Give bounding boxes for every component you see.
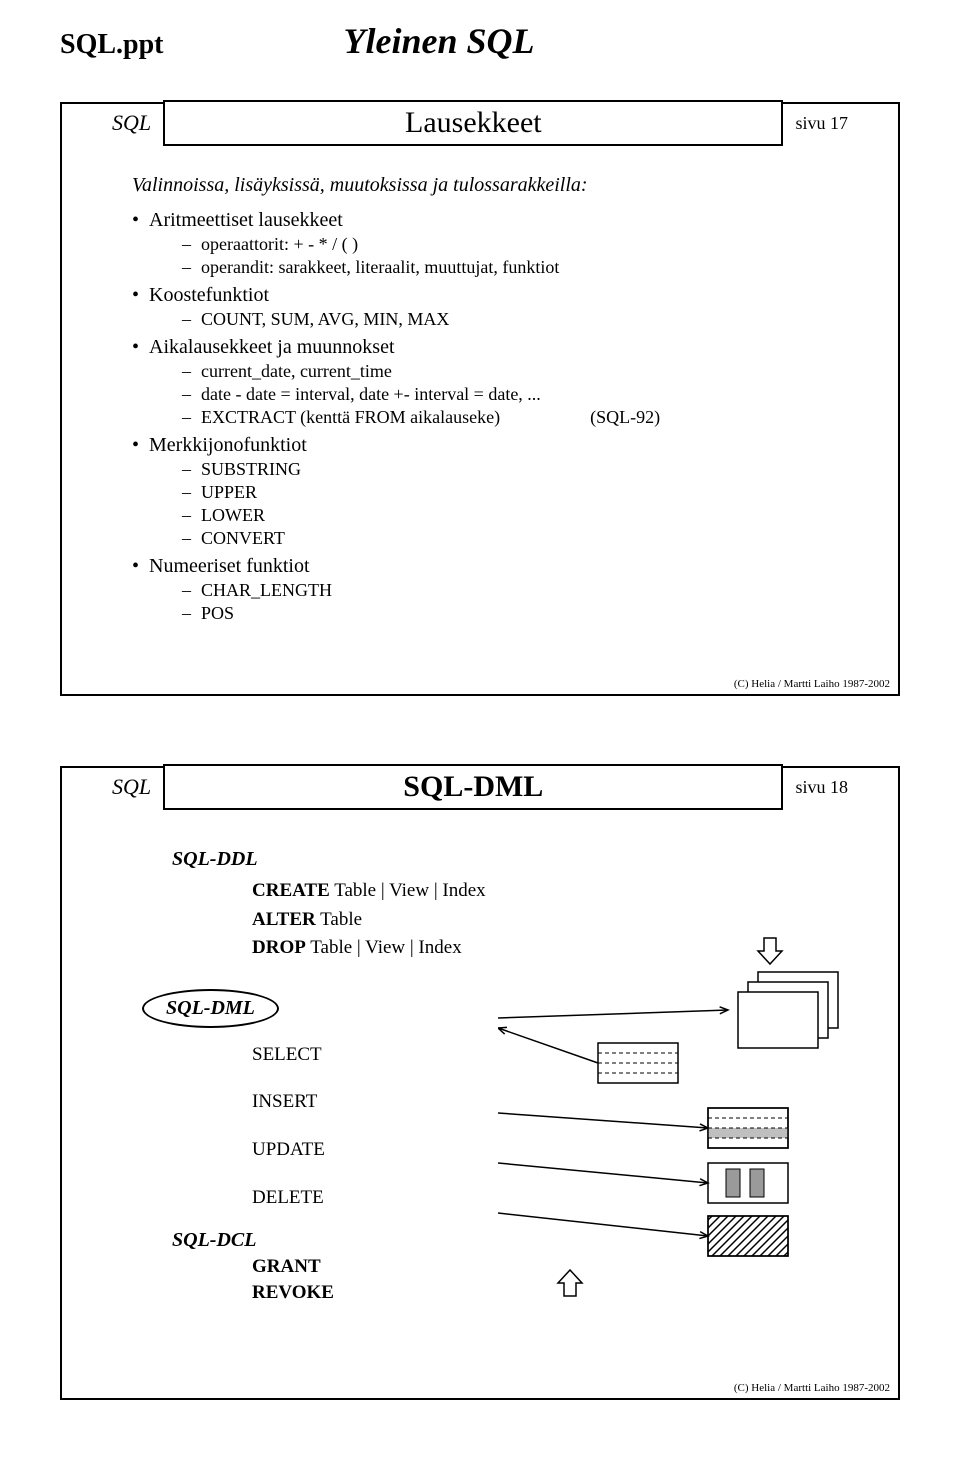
- dml-oval: SQL-DML: [142, 989, 279, 1028]
- sub-pos: POS: [182, 603, 848, 624]
- sub-extract: EXCTRACT (kenttä FROM aikalauseke)(SQL-9…: [182, 407, 848, 428]
- sub-lower: LOWER: [182, 505, 848, 526]
- slide-18-sql-label: SQL: [112, 774, 151, 800]
- slide-17-bullets: Aritmeettiset lausekkeet operaattorit: +…: [132, 209, 848, 624]
- ddl-alter-rest: Table: [316, 909, 362, 930]
- slide-18-copyright: (C) Helia / Martti Laiho 1987-2002: [734, 1382, 890, 1394]
- header-left: SQL.ppt: [60, 29, 164, 61]
- slide-17-intro: Valinnoissa, lisäyksissä, muutoksissa ja…: [132, 174, 848, 197]
- slide-18-diagram: [498, 918, 848, 1348]
- bullet-arithmetic: Aritmeettiset lausekkeet operaattorit: +…: [132, 209, 848, 278]
- slide-17-title-row: SQL Lausekkeet sivu 17: [112, 100, 848, 146]
- slide-18-title-row: SQL SQL-DML sivu 18: [112, 764, 848, 810]
- ddl-drop: DROP: [252, 937, 306, 958]
- slide-17: SQL Lausekkeet sivu 17 Valinnoissa, lisä…: [60, 102, 900, 696]
- sub-interval: date - date = interval, date +- interval…: [182, 384, 848, 405]
- ddl-create: CREATE: [252, 880, 330, 901]
- slide-18-title: SQL-DML: [163, 764, 783, 810]
- sub-operators: operaattorit: + - * / ( ): [182, 234, 848, 255]
- sub-convert: CONVERT: [182, 528, 848, 549]
- sub-current: current_date, current_time: [182, 361, 848, 382]
- diagram-svg: [498, 918, 848, 1348]
- page-header: SQL.ppt Yleinen SQL: [0, 0, 960, 72]
- slide-17-page-num: sivu 17: [795, 113, 848, 134]
- ddl-label: SQL-DDL: [172, 848, 848, 871]
- ddl-create-rest: Table | View | Index: [330, 880, 486, 901]
- bullet-string: Merkkijonofunktiot SUBSTRING UPPER LOWER…: [132, 434, 848, 549]
- bullet-datetime: Aikalausekkeet ja muunnokset current_dat…: [132, 336, 848, 428]
- sub-operands: operandit: sarakkeet, literaalit, muuttu…: [182, 257, 848, 278]
- slide-17-title: Lausekkeet: [163, 100, 783, 146]
- ddl-alter: ALTER: [252, 909, 316, 930]
- slide-17-copyright: (C) Helia / Martti Laiho 1987-2002: [734, 678, 890, 690]
- sub-aggregate-list: COUNT, SUM, AVG, MIN, MAX: [182, 309, 848, 330]
- slide-18-page-num: sivu 18: [795, 777, 848, 798]
- ddl-drop-rest: Table | View | Index: [306, 937, 462, 958]
- sub-charlength: CHAR_LENGTH: [182, 580, 848, 601]
- sub-substring: SUBSTRING: [182, 459, 848, 480]
- bullet-aggregate: Koostefunktiot COUNT, SUM, AVG, MIN, MAX: [132, 284, 848, 330]
- slide-17-sql-label: SQL: [112, 110, 151, 136]
- header-center: Yleinen SQL: [344, 20, 535, 62]
- sub-upper: UPPER: [182, 482, 848, 503]
- slide-18: SQL SQL-DML sivu 18 SQL-DDL CREATE Table…: [60, 766, 900, 1400]
- bullet-numeric: Numeeriset funktiot CHAR_LENGTH POS: [132, 555, 848, 624]
